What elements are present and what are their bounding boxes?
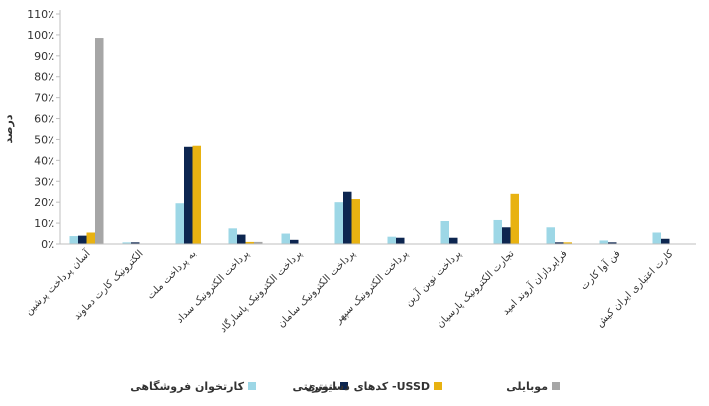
legend-label: کدهای دستوری -USSD — [306, 380, 431, 393]
bar — [122, 242, 131, 244]
legend-swatch — [340, 382, 348, 390]
y-tick-label: 40٪ — [34, 154, 54, 167]
bar — [95, 38, 104, 244]
legend-swatch — [552, 382, 560, 390]
bar — [510, 193, 519, 244]
bar — [608, 242, 617, 244]
x-tick-label-group: به پرداخت ملت — [145, 248, 198, 301]
legend-label: موبایلی — [506, 380, 548, 393]
bar — [237, 234, 246, 244]
bar — [387, 236, 396, 244]
bar — [343, 191, 352, 244]
bar — [334, 202, 343, 244]
bar — [228, 228, 237, 244]
y-tick-label: 70٪ — [34, 92, 54, 105]
bar — [555, 242, 564, 244]
bar — [192, 145, 201, 244]
bar — [546, 227, 555, 244]
bars — [69, 38, 670, 244]
bar — [661, 238, 670, 244]
bar — [254, 241, 263, 244]
bar — [449, 237, 458, 244]
y-axis-title: درصد — [2, 114, 15, 143]
bar — [69, 236, 78, 244]
x-tick-label-group: پرداخت نوین آرین — [402, 247, 464, 309]
x-tick-label: به پرداخت ملت — [145, 248, 198, 301]
bar — [493, 219, 502, 244]
y-tick-label: 0٪ — [41, 238, 54, 251]
y-tick-label: 10٪ — [34, 217, 54, 230]
y-tick-label: 20٪ — [34, 196, 54, 209]
bar — [86, 232, 95, 244]
bar — [351, 199, 360, 244]
y-axis-title-group: درصد — [2, 114, 15, 143]
bar — [396, 237, 405, 244]
legend-swatch — [434, 382, 442, 390]
y-tick-label: 50٪ — [34, 133, 54, 146]
bar — [652, 232, 661, 244]
bar — [184, 146, 193, 244]
legend-label: کارتخوان فروشگاهی — [130, 380, 244, 393]
bar — [131, 242, 140, 244]
bar — [245, 241, 254, 244]
legend-swatch — [248, 382, 256, 390]
y-tick-label: 90٪ — [34, 50, 54, 63]
bar — [563, 242, 572, 244]
bar — [599, 240, 608, 244]
x-tick-label-group: فن آوا کارت — [577, 247, 623, 293]
y-tick-label: 100٪ — [27, 29, 54, 42]
y-tick-label: 110٪ — [27, 8, 54, 21]
x-tick-label: پرداخت نوین آرین — [402, 247, 464, 309]
y-tick-label: 60٪ — [34, 113, 54, 126]
bar — [502, 227, 511, 244]
bar — [440, 221, 449, 244]
y-axis: 0٪ 10٪ 20٪ 30٪ 40٪ 50٪ 60٪ 70٪ 80٪ 90٪ 100٪ 110٪ — [27, 8, 61, 251]
bar — [78, 235, 87, 244]
bar — [175, 203, 184, 244]
y-tick-label: 80٪ — [34, 71, 54, 84]
y-tick-label: 30٪ — [34, 175, 54, 188]
bar — [281, 233, 290, 244]
bar — [290, 239, 299, 244]
x-tick-label: فن آوا کارت — [577, 247, 623, 293]
legend-label: اینترنتی — [293, 380, 336, 393]
